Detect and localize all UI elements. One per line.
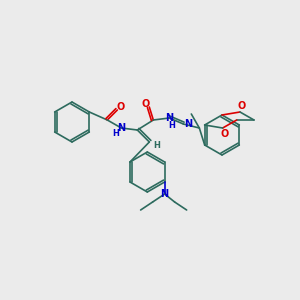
Text: O: O [220,129,229,139]
Text: H: H [112,128,119,137]
Text: H: H [153,142,160,151]
Text: O: O [141,99,149,109]
Text: N: N [184,119,192,129]
Text: N: N [160,189,169,199]
Text: H: H [168,121,175,130]
Text: N: N [165,113,173,123]
Text: N: N [117,123,125,133]
Text: O: O [116,102,124,112]
Text: O: O [238,101,246,111]
